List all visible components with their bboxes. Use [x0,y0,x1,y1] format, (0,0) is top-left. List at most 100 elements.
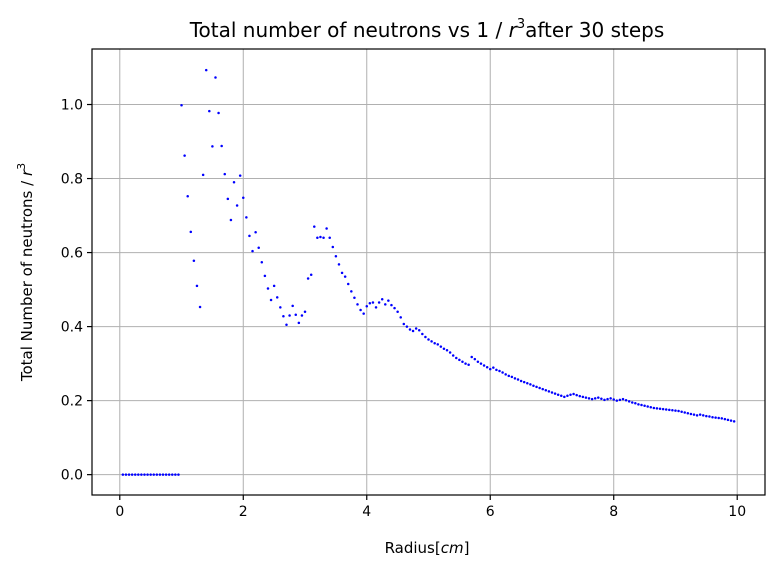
y-tick-label: 0.8 [61,172,83,188]
data-point [658,407,662,411]
x-axis-label-unit: cm [441,539,464,557]
data-point [631,401,634,404]
data-point [541,387,544,391]
data-point [195,284,199,288]
axis-ticks: 0 2 4 6 8 10 0.0 0.2 0.4 0.6 0.8 1.0 [61,98,746,520]
x-axis-label-main: Radius[ [385,539,441,557]
data-point [254,230,257,234]
data-point [269,298,273,302]
data-point [692,413,696,416]
data-point [408,328,412,331]
data-point [217,111,220,115]
data-point [322,236,325,240]
data-point [501,371,504,374]
data-point [204,68,208,72]
data-point [288,314,291,317]
data-point [504,373,507,376]
data-point [677,409,680,413]
data-point [544,389,548,392]
data-point [479,362,483,365]
data-point [371,301,375,304]
x-tick-label: 0 [115,504,124,520]
data-point [550,391,554,394]
data-point [519,379,523,383]
x-tick-label: 10 [728,504,746,520]
data-point [208,109,211,113]
data-point [325,227,328,230]
plot-frame [91,48,766,496]
data-point [309,273,313,277]
data-point [433,342,436,345]
data-point [424,335,427,339]
data-point [522,380,526,384]
data-point [674,409,677,412]
data-point [266,287,270,290]
data-point [405,325,409,328]
data-point [597,396,600,399]
data-point [458,358,461,362]
data-point [646,405,649,408]
data-point [387,299,390,302]
data-point [689,412,693,416]
data-point [470,355,473,359]
data-point [223,172,226,176]
data-point [624,399,628,402]
data-point [152,473,155,476]
data-point [251,249,254,253]
data-point [430,340,433,343]
data-point [485,366,489,369]
data-point [282,314,285,318]
data-point [245,216,248,219]
data-point [535,385,538,389]
data-point [717,416,720,420]
data-point [427,338,430,341]
data-point [414,327,418,330]
data-point [186,195,189,198]
data-point [492,366,495,369]
data-point [242,196,245,200]
data-point [698,413,702,416]
data-point [439,345,443,348]
data-point [353,296,356,299]
data-point [411,329,415,333]
data-point [390,303,393,307]
data-point [399,316,402,319]
y-tick-label: 1.0 [61,98,83,114]
data-point [402,322,406,326]
data-point [365,304,369,308]
data-point [560,394,563,398]
data-point [306,277,310,280]
data-point [174,473,177,476]
data-point [584,396,588,399]
data-point [532,384,535,388]
data-point [183,154,186,157]
data-point [495,368,498,372]
x-tick-label: 8 [609,504,618,520]
y-axis-label-main: Total Number of neutrons / [18,176,36,382]
data-point [319,235,322,239]
data-point [356,303,359,306]
data-point [328,236,331,240]
data-point [272,284,276,288]
data-point [643,404,646,408]
data-point [664,408,668,411]
data-point [507,374,511,378]
data-point [229,218,233,222]
data-point [232,180,236,184]
data-point [711,416,714,419]
x-axis-label-tail: ] [464,539,470,557]
chart-title-main: Total number of neutrons vs 1 / [189,18,509,42]
data-point [695,414,699,417]
x-axis-label: Radius[cm] [385,539,470,557]
data-point [362,312,365,315]
y-tick-label: 0.0 [61,468,83,484]
data-point [143,473,146,476]
data-point [346,282,350,286]
data-point [171,473,174,476]
data-point [167,473,171,476]
data-point [164,473,168,476]
data-point [621,397,625,401]
chart-title-variable: r [509,18,519,42]
data-point [300,314,304,317]
